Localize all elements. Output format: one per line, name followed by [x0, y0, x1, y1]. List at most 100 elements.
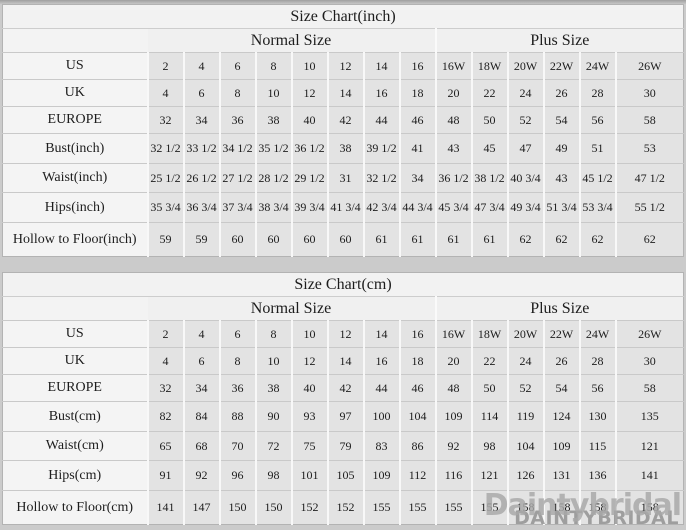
size-value: 38 [254, 106, 292, 134]
size-value: 45 [470, 133, 508, 164]
size-value: 2 [146, 52, 184, 80]
table-row: Hollow to Floor(inch) 59 59 60 60 60 60 61 61 61 6… [2, 222, 684, 257]
corner-cell [2, 296, 148, 321]
size-value: 30 [614, 79, 684, 107]
size-value: 84 [182, 401, 220, 432]
size-value: 61 [362, 222, 400, 257]
size-value: 98 [470, 431, 508, 461]
row-label: US [2, 320, 148, 348]
size-value: 101 [290, 460, 328, 491]
size-value: 52 [506, 374, 544, 402]
row-label: Bust(inch) [2, 133, 148, 164]
size-value: 10 [290, 320, 328, 348]
size-value: 16 [362, 347, 400, 375]
size-value: 116 [434, 460, 472, 491]
size-value: 152 [290, 490, 328, 525]
size-value: 59 [182, 222, 220, 257]
size-value: 44 3/4 [398, 192, 436, 223]
table-row: EUROPE 32 34 36 38 40 42 44 46 48 50 52 54 56 58 [2, 106, 684, 134]
size-value: 44 [362, 106, 400, 134]
size-value: 8 [254, 320, 292, 348]
corner-cell [2, 28, 148, 53]
size-value: 100 [362, 401, 400, 432]
size-value: 24 [506, 347, 544, 375]
size-value: 86 [398, 431, 436, 461]
size-value: 6 [182, 347, 220, 375]
size-value: 36 [218, 106, 256, 134]
size-value: 62 [542, 222, 580, 257]
size-value: 16W [434, 52, 472, 80]
size-value: 24W [578, 52, 616, 80]
size-value: 6 [182, 79, 220, 107]
size-value: 14 [326, 347, 364, 375]
size-value: 55 1/2 [614, 192, 684, 223]
size-value: 26 1/2 [182, 163, 220, 193]
size-value: 83 [362, 431, 400, 461]
size-value: 43 [542, 163, 580, 193]
size-value: 121 [614, 431, 684, 461]
group-header-plus-size: Plus Size [434, 296, 684, 321]
table-row: UK 4 6 8 10 12 14 16 18 20 22 24 26 28 30 [2, 347, 684, 375]
size-value: 38 [254, 374, 292, 402]
size-value: 49 3/4 [506, 192, 544, 223]
size-value: 40 3/4 [506, 163, 544, 193]
size-value: 98 [254, 460, 292, 491]
size-value: 45 1/2 [578, 163, 616, 193]
size-value: 130 [578, 401, 616, 432]
size-value: 104 [506, 431, 544, 461]
size-value: 16W [434, 320, 472, 348]
size-value: 26 [542, 347, 580, 375]
size-value: 49 [542, 133, 580, 164]
size-value: 60 [254, 222, 292, 257]
size-value: 32 1/2 [362, 163, 400, 193]
size-value: 6 [218, 52, 256, 80]
table-row: UK 4 6 8 10 12 14 16 18 20 22 24 26 28 30 [2, 79, 684, 107]
size-value: 97 [326, 401, 364, 432]
size-value: 12 [326, 52, 364, 80]
size-value: 51 3/4 [542, 192, 580, 223]
size-value: 61 [434, 222, 472, 257]
size-value: 126 [506, 460, 544, 491]
group-header-normal-size: Normal Size [147, 296, 436, 321]
size-value: 36 1/2 [290, 133, 328, 164]
size-value: 60 [290, 222, 328, 257]
size-value: 53 [614, 133, 684, 164]
size-value: 104 [398, 401, 436, 432]
size-value: 56 [578, 374, 616, 402]
size-value: 158 [506, 490, 544, 525]
top-edge-shading [0, 0, 686, 4]
size-value: 20W [506, 320, 544, 348]
size-value: 158 [542, 490, 580, 525]
size-value: 29 1/2 [290, 163, 328, 193]
row-label: EUROPE [2, 374, 148, 402]
size-value: 40 [290, 374, 328, 402]
table-row: Bust(cm) 82 84 88 90 93 97 100 104 109 114 119 124 13… [2, 401, 684, 432]
size-value: 40 [290, 106, 328, 134]
size-value: 155 [362, 490, 400, 525]
size-value: 35 1/2 [254, 133, 292, 164]
size-value: 14 [326, 79, 364, 107]
table-title-row: Size Chart(inch) [2, 4, 684, 29]
size-value: 25 1/2 [146, 163, 184, 193]
size-value: 10 [290, 52, 328, 80]
size-value: 20 [434, 347, 472, 375]
row-label: Hollow to Floor(cm) [2, 490, 148, 525]
size-value: 18W [470, 52, 508, 80]
row-label: UK [2, 79, 148, 107]
table-row: Hips(cm) 91 92 96 98 101 105 109 112 116 121 126 131… [2, 460, 684, 491]
size-value: 48 [434, 374, 472, 402]
size-value: 43 [434, 133, 472, 164]
table-title-row: Size Chart(cm) [2, 272, 684, 297]
size-value: 150 [218, 490, 256, 525]
size-value: 24 [506, 79, 544, 107]
size-value: 12 [290, 79, 328, 107]
group-header-normal-size: Normal Size [147, 28, 436, 53]
size-value: 92 [434, 431, 472, 461]
size-value: 114 [470, 401, 508, 432]
size-value: 12 [290, 347, 328, 375]
table-title-inch: Size Chart(inch) [2, 4, 684, 29]
size-value: 158 [614, 490, 684, 525]
size-value: 4 [146, 79, 184, 107]
row-label: Hips(cm) [2, 460, 148, 491]
size-value: 59 [146, 222, 184, 257]
